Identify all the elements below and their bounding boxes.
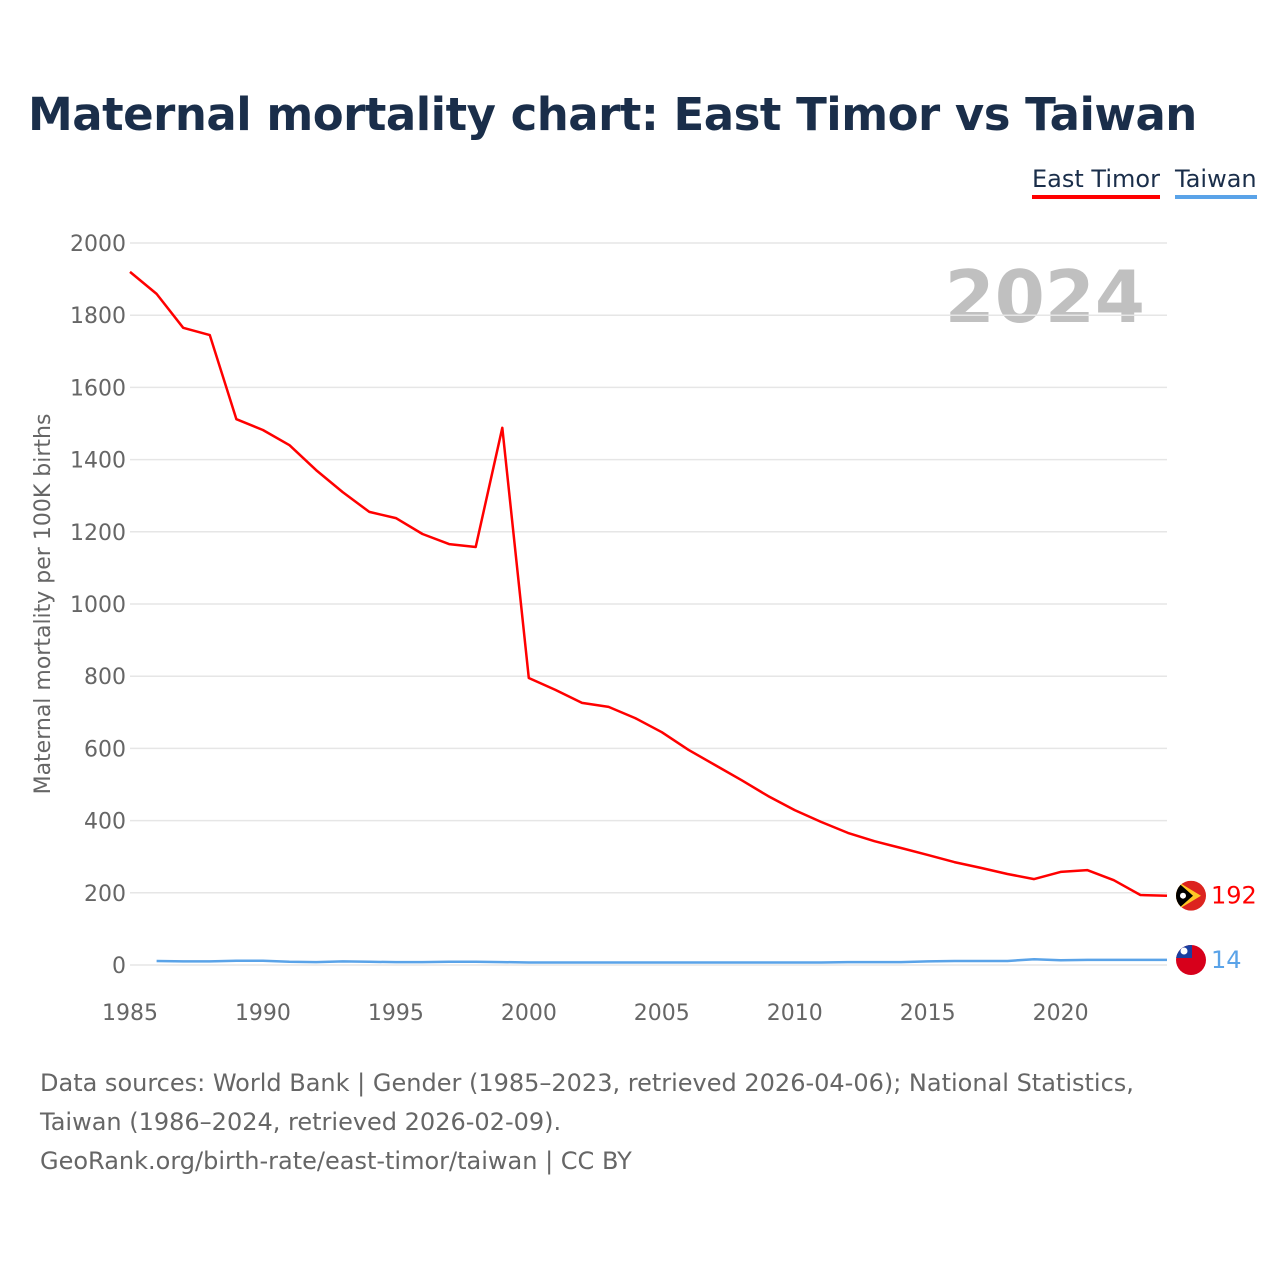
data-sources: Data sources: World Bank | Gender (1985–… <box>40 1069 1134 1136</box>
y-tick-label: 800 <box>84 665 126 690</box>
east-timor-flag-icon <box>1176 880 1206 911</box>
series-line-taiwan <box>156 957 1167 964</box>
y-tick-label: 1000 <box>70 593 126 618</box>
legend-east-timor[interactable]: East Timor <box>1032 165 1160 199</box>
end-value-label-taiwan: 14 <box>1211 946 1242 974</box>
x-tick-label: 2010 <box>767 1001 823 1026</box>
x-tick-label: 1985 <box>102 1001 158 1026</box>
credit-link[interactable]: GeoRank.org/birth-rate/east-timor/taiwan… <box>40 1147 632 1175</box>
taiwan-flag-icon <box>1176 945 1206 975</box>
y-tick-label: 1400 <box>70 449 126 474</box>
y-tick-label: 1800 <box>70 304 126 329</box>
end-value-label-east-timor: 192 <box>1211 882 1257 910</box>
y-tick-label: 0 <box>112 954 126 979</box>
x-tick-label: 2005 <box>634 1001 690 1026</box>
legend-taiwan[interactable]: Taiwan <box>1175 165 1257 199</box>
x-tick-label: 2020 <box>1033 1001 1089 1026</box>
year-watermark: 2024 <box>945 255 1145 339</box>
series-line-east-timor <box>129 270 1168 897</box>
y-tick-label: 1600 <box>70 376 126 401</box>
x-tick-label: 1995 <box>368 1001 424 1026</box>
y-tick-label: 2000 <box>70 232 126 257</box>
x-tick-label: 2000 <box>501 1001 557 1026</box>
line-chart: 2024 0 200 400 600 800 1000 1200 1400 1600 1800 200… <box>31 232 1257 1026</box>
chart-title: Maternal mortality chart: East Timor vs … <box>28 88 1197 141</box>
y-tick-label: 400 <box>84 810 126 835</box>
x-tick-label: 2015 <box>900 1001 956 1026</box>
y-tick-label: 600 <box>84 737 126 762</box>
y-tick-label: 1200 <box>70 521 126 546</box>
y-tick-label: 200 <box>84 882 126 907</box>
x-tick-label: 1990 <box>235 1001 291 1026</box>
y-axis-label: Maternal mortality per 100K births <box>31 414 56 795</box>
